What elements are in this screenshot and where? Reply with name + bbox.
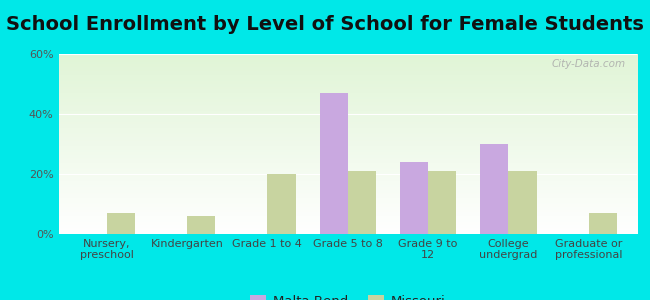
Bar (400, 162, 428, 234)
Bar (107, 213, 135, 234)
Bar (267, 174, 296, 234)
Bar (320, 93, 348, 234)
Legend: Malta Bend, Missouri: Malta Bend, Missouri (250, 295, 445, 300)
Bar (589, 213, 617, 234)
Text: City-Data.com: City-Data.com (551, 59, 625, 69)
Bar (348, 171, 376, 234)
Text: School Enrollment by Level of School for Female Students: School Enrollment by Level of School for… (6, 15, 644, 34)
Bar (508, 171, 536, 234)
Bar (187, 216, 215, 234)
Bar (428, 171, 456, 234)
Bar (480, 144, 508, 234)
